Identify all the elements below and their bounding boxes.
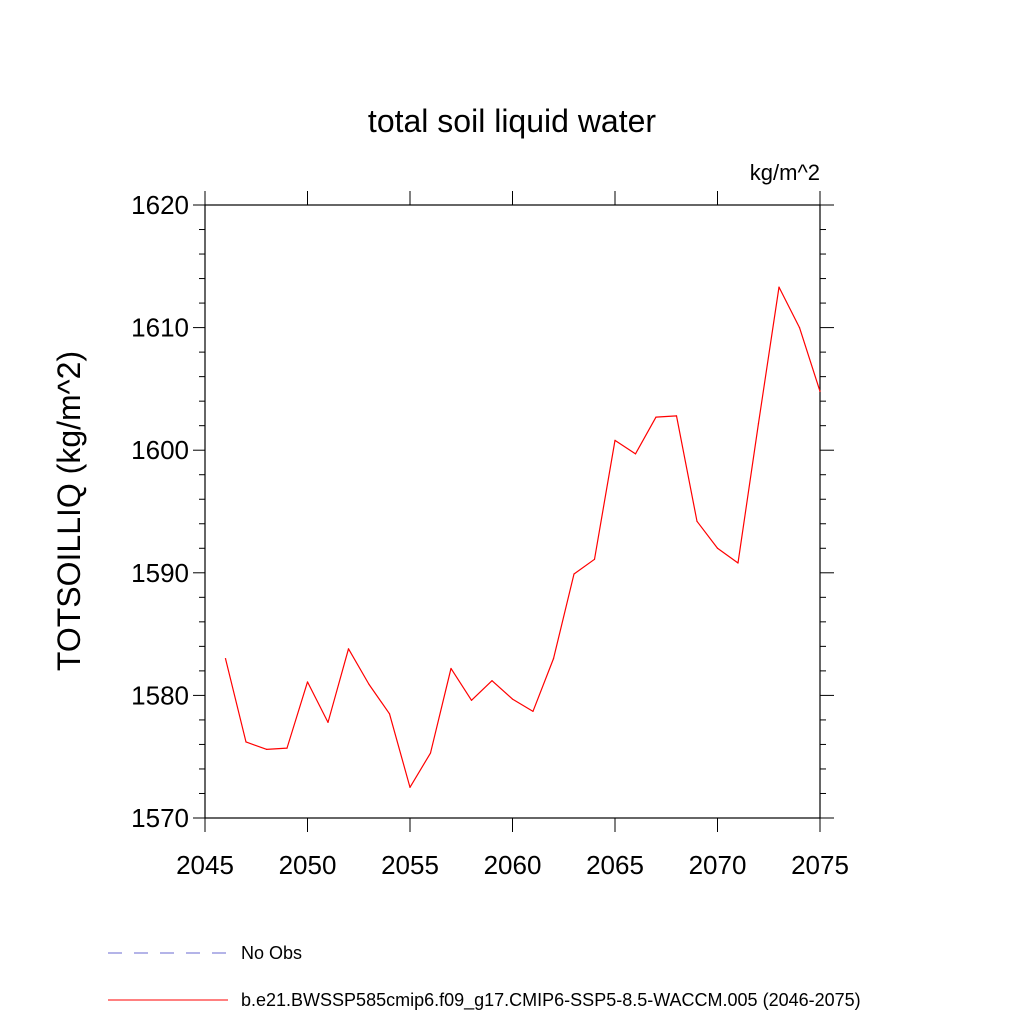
chart-title: total soil liquid water <box>368 103 656 139</box>
plot-frame <box>204 204 821 819</box>
y-axis-label: TOTSOILLIQ (kg/m^2) <box>51 351 87 671</box>
data-point <box>511 698 514 700</box>
data-point <box>614 439 616 441</box>
axis-ticks <box>193 191 834 832</box>
data-point <box>532 710 534 712</box>
data-point <box>737 562 739 564</box>
y-tick-label: 1570 <box>131 803 189 833</box>
data-point <box>286 747 288 749</box>
data-point <box>593 558 596 560</box>
data-point <box>245 741 247 743</box>
data-point <box>265 748 268 750</box>
data-point <box>634 453 637 455</box>
data-point <box>757 422 760 424</box>
data-point <box>573 573 575 575</box>
x-tick-label: 2065 <box>586 850 644 880</box>
data-point <box>716 547 719 549</box>
data-point <box>450 667 452 670</box>
data-point <box>470 699 473 701</box>
legend: No Obs b.e21.BWSSP585cmip6.f09_g17.CMIP6-… <box>108 943 861 1011</box>
x-tick-label: 2075 <box>791 850 849 880</box>
y-tick-label: 1590 <box>131 558 189 588</box>
data-point <box>368 683 370 685</box>
data-point <box>429 752 432 754</box>
data-point <box>655 416 657 418</box>
data-point <box>409 786 411 788</box>
data-point <box>778 286 780 288</box>
units-label: kg/m^2 <box>750 160 820 185</box>
series-group <box>224 286 821 788</box>
legend-label: No Obs <box>241 943 302 963</box>
data-point <box>347 648 350 650</box>
data-point <box>388 713 391 715</box>
data-point <box>696 520 698 522</box>
data-point <box>327 721 329 723</box>
y-tick-label: 1580 <box>131 680 189 710</box>
data-point <box>491 680 493 682</box>
legend-label: b.e21.BWSSP585cmip6.f09_g17.CMIP6-SSP5-8… <box>241 990 861 1011</box>
data-point <box>675 415 678 417</box>
data-point <box>306 681 309 683</box>
x-tick-label: 2045 <box>176 850 234 880</box>
y-tick-label: 1610 <box>131 313 189 343</box>
x-tick-label: 2055 <box>381 850 439 880</box>
x-tick-label: 2060 <box>484 850 542 880</box>
x-tick-label: 2070 <box>689 850 747 880</box>
data-point <box>798 327 801 329</box>
data-point <box>552 658 555 660</box>
data-point <box>819 390 821 392</box>
y-tick-label: 1620 <box>131 190 189 220</box>
data-point <box>224 658 227 660</box>
series-line <box>224 286 821 788</box>
x-tick-label: 2050 <box>279 850 337 880</box>
y-tick-label: 1600 <box>131 435 189 465</box>
axis-tick-labels: 2045 2050 2055 2060 2065 2070 2075 1570 1580 1590… <box>131 190 849 880</box>
